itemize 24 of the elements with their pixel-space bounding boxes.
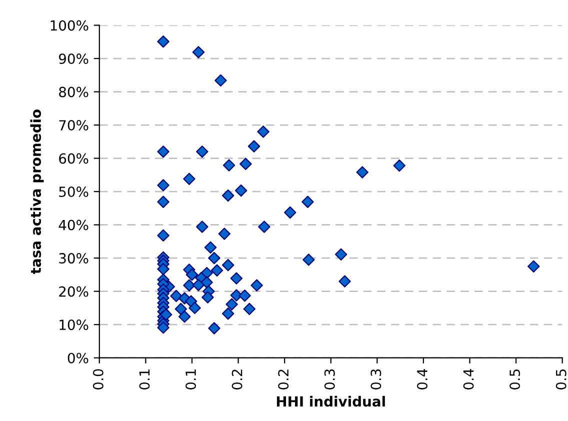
y-tick-label: 80% — [59, 86, 88, 98]
x-tick-label: 0.4 — [416, 369, 428, 390]
y-tick-label: 50% — [59, 186, 88, 198]
y-tick-label: 40% — [58, 220, 88, 230]
y-tick-label: 0% — [68, 352, 88, 364]
x-tick-label: 0.2 — [232, 370, 242, 390]
x-tick-label: 0.3 — [324, 369, 335, 390]
y-tick-label: 60% — [59, 153, 88, 164]
y-tick-label: 30% — [59, 253, 88, 264]
x-tick-label: 0.0 — [92, 369, 104, 390]
x-tick-label: 0.1 — [139, 370, 150, 390]
x-tick-label: 0.5 — [556, 369, 566, 390]
x-axis-title: HHI individual — [276, 396, 385, 407]
x-tick-label: 0.2 — [278, 370, 289, 390]
x-tick-label: 0.5 — [510, 369, 520, 390]
x-tick-label: 0.3 — [370, 369, 382, 390]
x-tick-label: 0.4 — [463, 369, 474, 390]
y-axis-title: tasa activa promedio — [30, 110, 44, 274]
y-tick-label: 90% — [58, 53, 88, 64]
y-tick-label: 10% — [60, 320, 88, 330]
x-tick-label: 0.1 — [186, 370, 196, 390]
y-tick-label: 20% — [59, 286, 88, 297]
y-tick-label: 100% — [50, 20, 88, 31]
y-tick-label: 70% — [59, 120, 88, 131]
